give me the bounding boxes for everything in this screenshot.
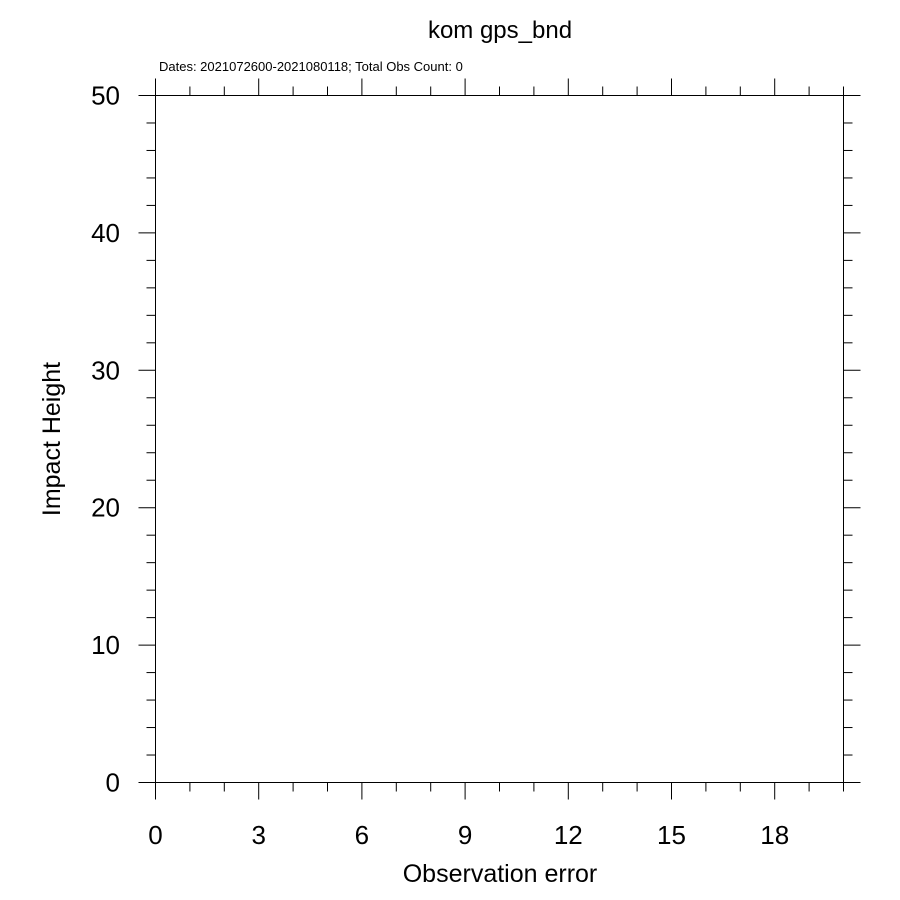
x-tick-label: 6 bbox=[355, 820, 369, 850]
y-tick-label: 0 bbox=[106, 768, 120, 798]
plot-frame bbox=[155, 95, 844, 783]
y-tick-label: 10 bbox=[91, 630, 120, 660]
x-tick-label: 12 bbox=[554, 820, 583, 850]
x-tick-label: 15 bbox=[657, 820, 686, 850]
chart-title: kom gps_bnd bbox=[428, 17, 572, 44]
y-tick-labels: 0 10 20 30 40 50 bbox=[91, 81, 120, 798]
y-axis-label: Impact Height bbox=[38, 362, 66, 516]
x-tick-labels: 0 3 6 9 12 15 18 bbox=[148, 820, 789, 850]
x-axis-label: Observation error bbox=[403, 860, 598, 888]
y-tick-label: 50 bbox=[91, 81, 120, 111]
x-tick-label: 9 bbox=[458, 820, 472, 850]
x-tick-label: 3 bbox=[251, 820, 265, 850]
x-tick-label: 0 bbox=[148, 820, 162, 850]
y-tick-label: 30 bbox=[91, 355, 120, 385]
axis-ticks bbox=[138, 78, 861, 800]
chart-subtitle: Dates: 2021072600-2021080118; Total Obs … bbox=[159, 59, 463, 74]
y-tick-label: 40 bbox=[91, 218, 120, 248]
y-tick-label: 20 bbox=[91, 493, 120, 523]
x-tick-label: 18 bbox=[760, 820, 789, 850]
